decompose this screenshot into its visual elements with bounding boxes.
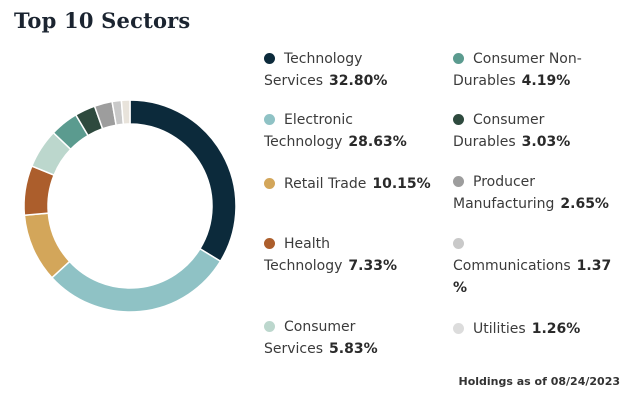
chart-title: Top 10 Sectors	[14, 8, 191, 33]
legend-value: 28.63%	[348, 134, 407, 150]
legend-value: 3.03%	[521, 134, 571, 150]
legend-item-producer-manufacturing: Producer Manufacturing 2.65%	[453, 171, 629, 215]
legend-label: Health Technology	[264, 236, 343, 274]
legend-label: Electronic Technology	[264, 112, 354, 150]
donut-slice-technology-services	[129, 99, 237, 263]
legend-value: 7.33%	[348, 258, 397, 274]
legend-value: 32.80%	[329, 73, 388, 89]
donut-slice-utilities	[120, 99, 131, 126]
legend-value: 5.83%	[329, 341, 378, 357]
legend-swatch	[453, 238, 464, 249]
legend-item-utilities: Utilities 1.26%	[453, 318, 629, 340]
legend-value: 2.65%	[560, 196, 609, 212]
donut-slice-electronic-technology	[50, 247, 222, 313]
legend-value: 10.15%	[372, 176, 431, 192]
legend-label: Technology Services	[264, 51, 363, 89]
donut-slice-retail-trade	[23, 212, 71, 279]
holdings-date: Holdings as of 08/24/2023	[458, 375, 621, 388]
legend-swatch	[264, 238, 275, 249]
donut-chart	[23, 99, 237, 313]
legend-item-health-technology: Health Technology 7.33%	[264, 233, 440, 277]
legend-swatch	[264, 114, 275, 125]
legend-item-consumer-services: Consumer Services 5.83%	[264, 316, 440, 360]
legend-label: Utilities	[473, 321, 526, 337]
legend-swatch	[453, 323, 464, 334]
legend-swatch	[264, 321, 275, 332]
legend-label: Consumer Durables	[453, 112, 545, 150]
legend-item-electronic-technology: Electronic Technology 28.63%	[264, 109, 440, 153]
legend-swatch	[453, 114, 464, 125]
legend-swatch	[453, 53, 464, 64]
legend-swatch	[264, 178, 275, 189]
legend-item-retail-trade: Retail Trade 10.15%	[264, 173, 440, 195]
legend-value: 4.19%	[521, 73, 571, 89]
legend-item-consumer-durables: Consumer Durables 3.03%	[453, 109, 629, 153]
legend-label: Producer Manufacturing	[453, 174, 555, 212]
legend-value: 1.37 %	[453, 258, 612, 296]
legend-label: Consumer Services	[264, 319, 356, 357]
legend-swatch	[264, 53, 275, 64]
legend-value: 1.26%	[531, 321, 581, 337]
legend-swatch	[453, 176, 464, 187]
legend-item-consumer-non-durables: Consumer Non-Durables 4.19%	[453, 48, 629, 92]
legend-item-communications: Communications 1.37 %	[453, 233, 629, 299]
legend-item-technology-services: Technology Services 32.80%	[264, 48, 440, 92]
legend-label: Consumer Non-Durables	[453, 51, 582, 89]
legend-label: Communications	[453, 258, 571, 274]
legend-label: Retail Trade	[284, 176, 367, 192]
